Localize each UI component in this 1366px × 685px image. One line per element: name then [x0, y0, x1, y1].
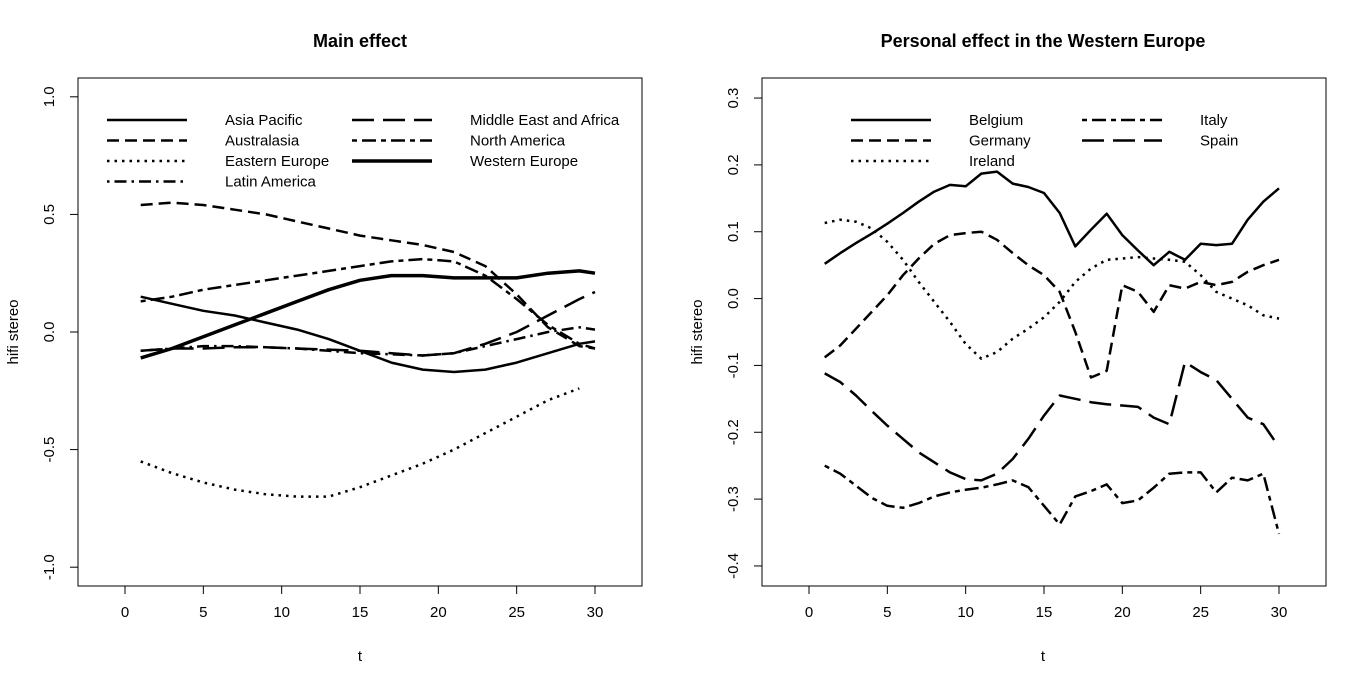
x-tick-label: 10	[957, 604, 974, 621]
x-tick-label: 5	[199, 604, 207, 621]
legend-label: Middle East and Africa	[470, 112, 620, 129]
legend: Belgium Germany Ireland Italy Spain	[851, 112, 1238, 170]
x-tick-label: 20	[1114, 604, 1131, 621]
y-tick-label: -1.0	[41, 554, 58, 580]
y-tick-label: 0.0	[725, 288, 742, 309]
x-tick-label: 20	[430, 604, 447, 621]
chart-title: Personal effect in the Western Europe	[881, 31, 1206, 51]
series-line-western-europe	[140, 269, 596, 360]
y-tick-label: 0.2	[725, 154, 742, 175]
series-line-spain	[824, 360, 1281, 482]
x-tick-label: 0	[121, 604, 129, 621]
y-tick-label: 0.3	[725, 88, 742, 109]
y-tick-label: -0.3	[725, 486, 742, 512]
x-tick-label: 5	[883, 604, 891, 621]
y-tick-label: -0.4	[725, 553, 742, 579]
series-line-middle-east-and-africa	[140, 290, 596, 357]
chart-title: Main effect	[313, 31, 407, 51]
x-tick-label: 15	[1036, 604, 1053, 621]
x-axis: 0 5 10 15 20 25 30	[121, 585, 604, 621]
series-line-germany	[823, 230, 1280, 379]
series-group	[823, 170, 1281, 535]
x-tick-label: 30	[1271, 604, 1288, 621]
legend-label: Asia Pacific	[225, 112, 303, 129]
series-line-latin-america	[140, 326, 596, 357]
legend-label: Eastern Europe	[225, 153, 329, 170]
series-group	[140, 201, 596, 498]
x-tick-label: 30	[587, 604, 604, 621]
legend-label: North America	[470, 133, 566, 150]
main-effect-panel: Main effect 0 5 10 15 20 25 30 -1.0 -0.5 0.0 0.5 1…	[5, 31, 643, 665]
y-axis: -1.0 -0.5 0.0 0.5 1.0	[41, 86, 79, 580]
series-line-italy	[824, 464, 1281, 535]
y-tick-label: -0.5	[41, 437, 58, 463]
legend-label: Italy	[1200, 112, 1228, 129]
series-line-eastern-europe	[140, 387, 580, 498]
y-tick-label: 0.5	[41, 204, 58, 225]
legend-label: Latin America	[225, 174, 317, 191]
y-tick-label: -0.2	[725, 419, 742, 445]
x-axis-label: t	[1041, 648, 1046, 665]
y-tick-label: -0.1	[725, 352, 742, 378]
y-axis: -0.4 -0.3 -0.2 -0.1 0.0 0.1 0.2 0.3	[725, 88, 763, 579]
legend-label: Germany	[969, 133, 1031, 150]
y-tick-label: 0.1	[725, 221, 742, 242]
x-tick-label: 15	[352, 604, 369, 621]
legend: Asia Pacific Australasia Eastern Europe Lat…	[107, 112, 620, 191]
x-tick-label: 0	[805, 604, 813, 621]
plot-frame	[761, 77, 1327, 587]
y-axis-label: hifi stereo	[5, 299, 22, 364]
y-tick-label: 0.0	[41, 322, 58, 343]
legend-label: Ireland	[969, 153, 1015, 170]
series-line-belgium	[823, 170, 1280, 267]
x-axis: 0 5 10 15 20 25 30	[805, 585, 1288, 621]
x-axis-label: t	[358, 648, 363, 665]
legend-label: Australasia	[225, 133, 300, 150]
series-line-north-america	[140, 257, 596, 350]
x-tick-label: 10	[273, 604, 290, 621]
legend-label: Spain	[1200, 133, 1238, 150]
x-tick-label: 25	[508, 604, 525, 621]
legend-label: Western Europe	[470, 153, 578, 170]
y-tick-label: 1.0	[41, 86, 58, 107]
legend-label: Belgium	[969, 112, 1023, 129]
series-line-asia-pacific	[140, 295, 596, 374]
y-axis-label: hifi stereo	[689, 299, 706, 364]
personal-effect-panel: Personal effect in the Western Europe 0 5…	[689, 31, 1327, 665]
x-tick-label: 25	[1192, 604, 1209, 621]
